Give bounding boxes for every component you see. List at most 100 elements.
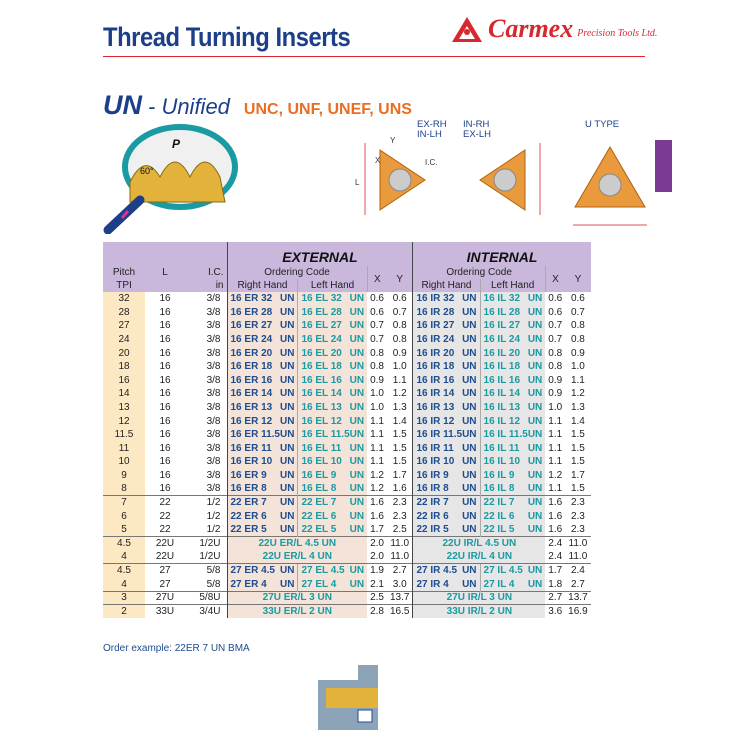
ic-cell: 3/8 [206, 470, 221, 482]
int-x-cell: 1.1 [548, 415, 563, 427]
pitch-cell: 24 [103, 332, 145, 347]
int-y-cell: 1.1 [570, 374, 585, 386]
ic-cell: 3/8 [206, 483, 221, 495]
int-rh-code: 16 IR 13 UN [412, 400, 481, 415]
ext-y-cell: 2.5 [392, 524, 407, 536]
pitch-cell: 14 [103, 387, 145, 401]
ic-cell: 3/8 [206, 442, 221, 454]
ext-lh-code: 16 EL 24 UN [297, 332, 368, 347]
int-rh-code: 22 IR 7 UN [412, 495, 481, 510]
ic-header: I.C. [185, 266, 227, 279]
ext-y-cell: 1.7 [392, 470, 407, 482]
l-cell: 22 [159, 510, 171, 522]
pitch-cell: 4 [103, 550, 145, 564]
int-x-cell: 2.7 [545, 590, 566, 605]
l-cell: 27 [145, 563, 185, 578]
ext-x-cell: 0.8 [370, 361, 384, 373]
int-y-cell: 1.2 [570, 388, 585, 400]
ext-rh-code: 27 ER 4.5 UN [226, 563, 298, 578]
table-row: 20 16 3/8 16 ER 20 UN 16 EL 20 UN 0.8 0.9 16 IR… [103, 346, 591, 360]
int-lh-code: 16 IL 32 UN [479, 292, 546, 306]
l-cell: 22U [155, 551, 175, 563]
l-cell: 16 [159, 361, 171, 373]
int-code-cell: 22U IR/L 4 UN [412, 550, 546, 564]
int-y-cell: 1.4 [570, 415, 585, 427]
svg-text:I.C.: I.C. [425, 158, 437, 167]
ic-cell: 3/8 [206, 361, 221, 373]
int-y-cell: 2.3 [570, 510, 585, 522]
int-lh-code: 16 IL 28 UN [479, 305, 546, 320]
table-row: 13 16 3/8 16 ER 13 UN 16 EL 13 UN 1.0 1.3 16 IR… [103, 400, 591, 415]
int-rh-code: 16 IR 11 UN [412, 441, 481, 456]
pitch-cell: 10 [103, 455, 145, 469]
ext-y-cell: 0.7 [392, 306, 407, 318]
int-y-cell: 1.0 [570, 361, 585, 373]
pitch-cell: 7 [103, 495, 145, 510]
ext-rh-code: 22 ER 7 UN [226, 495, 298, 510]
ext-rh-code: 16 ER 24 UN [226, 332, 298, 347]
ext-y-cell: 1.4 [392, 415, 407, 427]
pitch-cell: 4 [103, 577, 145, 592]
int-y-header: Y [565, 266, 591, 292]
ext-lh-code: 16 EL 8 UN [297, 482, 368, 496]
ext-rh-code: 16 ER 11.5 UN [226, 427, 298, 442]
ext-x-cell: 1.1 [370, 415, 384, 427]
ext-lh-code: 16 EL 9 UN [297, 468, 368, 483]
section-types: UNC, UNF, UNEF, UNS [243, 101, 412, 118]
int-y-cell: 1.5 [570, 442, 585, 454]
ext-y-header: Y [387, 266, 413, 292]
l-cell: 16 [159, 429, 171, 441]
ext-lh-code: 22 EL 6 UN [297, 509, 368, 524]
int-y-cell: 0.7 [570, 306, 585, 318]
int-x-cell: 0.6 [548, 306, 563, 318]
int-x-cell: 3.6 [545, 604, 566, 619]
ic-cell: 3/8 [206, 388, 221, 400]
l-cell: 16 [159, 306, 171, 318]
insert-diagrams: L X Y I.C. [355, 136, 647, 226]
ext-x-cell: 0.7 [370, 334, 384, 346]
int-y-cell: 1.5 [570, 429, 585, 441]
ext-y-cell: 1.3 [392, 402, 407, 414]
int-lh-code: 16 IL 9 UN [479, 468, 546, 483]
ext-y-cell: 1.6 [392, 483, 407, 495]
ext-x-cell: 1.0 [370, 402, 384, 414]
ext-x-header: X [366, 266, 387, 292]
ext-code-cell: 33U ER/L 2 UN [226, 604, 368, 619]
table-row: 16 16 3/8 16 ER 16 UN 16 EL 16 UN 0.9 1.1 16 IR… [103, 373, 591, 388]
ext-x-cell: 2.0 [367, 536, 387, 551]
int-lh-code: 22 IL 7 UN [479, 495, 546, 510]
int-x-header: X [544, 266, 566, 292]
int-y-cell: 2.3 [570, 524, 585, 536]
section-tab [655, 140, 672, 192]
table-row: 4 22U 1/2U 22U ER/L 4 UN 2.0 11.0 22U IR/L 4… [103, 550, 591, 564]
ext-rh-code: 16 ER 14 UN [226, 387, 298, 401]
ext-rh-code: 16 ER 28 UN [226, 305, 298, 320]
table-row: 4.5 27 5/8 27 ER 4.5 UN 27 EL 4.5 UN 1.9 2.7 27… [103, 563, 591, 578]
ext-rh-code: 16 ER 18 UN [226, 359, 298, 374]
order-example: Order example: 22ER 7 UN BMA [103, 643, 250, 654]
ext-rh-code: 16 ER 11 UN [226, 441, 298, 456]
table-row: 11 16 3/8 16 ER 11 UN 16 EL 11 UN 1.1 1.5 16 IR… [103, 441, 591, 456]
ext-rh-code: 16 ER 20 UN [226, 346, 298, 360]
ic-cell: 5/8U [185, 590, 227, 605]
int-x-cell: 1.6 [545, 495, 566, 510]
ext-y-cell: 2.3 [392, 510, 407, 522]
int-rh-code: 27 IR 4 UN [412, 577, 481, 592]
l-cell: 16 [159, 374, 171, 386]
l-cell: 16 [159, 388, 171, 400]
int-rh-code: 16 IR 20 UN [412, 346, 481, 360]
carmex-logo: Carmex Precision Tools Ltd. [450, 14, 657, 44]
int-lh-code: 16 IL 13 UN [479, 400, 546, 415]
ext-x-cell: 2.8 [367, 604, 387, 619]
ic-cell: 3/8 [206, 306, 221, 318]
ext-ordering-code-header: Ordering Code [226, 266, 368, 279]
ext-y-cell: 0.8 [392, 320, 407, 332]
ext-y-cell: 1.0 [392, 361, 407, 373]
ext-y-cell: 3.0 [392, 578, 407, 590]
ic-cell: 3/8 [206, 334, 221, 346]
int-rh-code: 16 IR 12 UN [412, 414, 481, 428]
int-x-cell: 2.4 [545, 536, 566, 551]
ic-cell: 3/8 [206, 415, 221, 427]
